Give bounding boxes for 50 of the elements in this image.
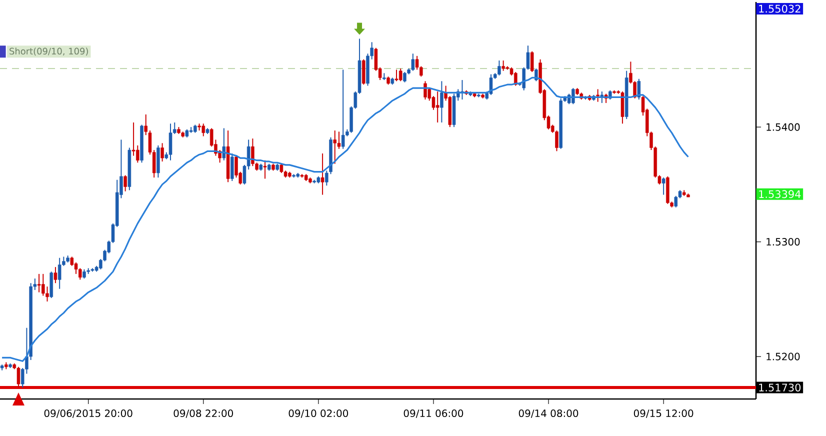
- candlestick: [341, 69, 345, 150]
- candlestick: [674, 195, 678, 208]
- x-tick-label: 09/10 02:00: [288, 410, 348, 418]
- ref-line-label: 1.51730: [759, 384, 801, 392]
- x-tick-label: 09/06/2015 20:00: [44, 410, 132, 418]
- candlestick: [662, 177, 666, 196]
- candlestick: [16, 366, 20, 388]
- candlestick: [168, 123, 172, 161]
- candlestick: [230, 152, 234, 182]
- candlestick: [58, 257, 62, 290]
- candlestick: [54, 266, 58, 284]
- candlestick: [502, 60, 505, 72]
- candlestick: [124, 174, 127, 192]
- text: 1.55032: [759, 4, 800, 13]
- text: 1.53394: [759, 190, 801, 198]
- candlestick: [436, 90, 440, 123]
- candlestick: [489, 74, 493, 96]
- candlestick: [160, 142, 164, 162]
- candlestick: [78, 268, 82, 280]
- x-tick-label: 09/11 06:00: [404, 410, 464, 418]
- y-tick-label: 1.5200: [766, 352, 800, 360]
- candlestick: [222, 128, 226, 161]
- x-tick-label: 09/08 22:00: [174, 410, 233, 418]
- candlestick: [498, 60, 501, 76]
- candlestick: [530, 50, 534, 72]
- x-tick-label: 09/14 08:00: [518, 410, 578, 418]
- candlestick: [132, 122, 136, 156]
- candlestick: [424, 80, 427, 100]
- x-tick-label: 09/15 12:00: [634, 410, 694, 418]
- candlestick: [320, 152, 324, 196]
- candlestick: [398, 68, 402, 82]
- candlestick: [394, 69, 398, 82]
- candlestick: [46, 286, 49, 302]
- candlestick: [263, 160, 267, 180]
- candlestick: [403, 71, 406, 83]
- annotation: Short(09/10, 109): [10, 48, 88, 56]
- candlestick: [251, 138, 254, 167]
- candlestick: [70, 256, 74, 266]
- candlestick: [411, 53, 415, 72]
- candlestick: [202, 123, 206, 137]
- y-tick-label: 1.5400: [766, 123, 800, 131]
- candlestick: [82, 268, 86, 280]
- candlestick: [362, 58, 366, 86]
- candlestick: [572, 88, 575, 105]
- candlestick: [440, 80, 444, 123]
- candlestick: [37, 273, 41, 293]
- candlestick: [637, 78, 641, 100]
- candlestick: [325, 170, 328, 186]
- y-tick-label: 1.5300: [766, 238, 800, 246]
- candlestick: [596, 88, 600, 102]
